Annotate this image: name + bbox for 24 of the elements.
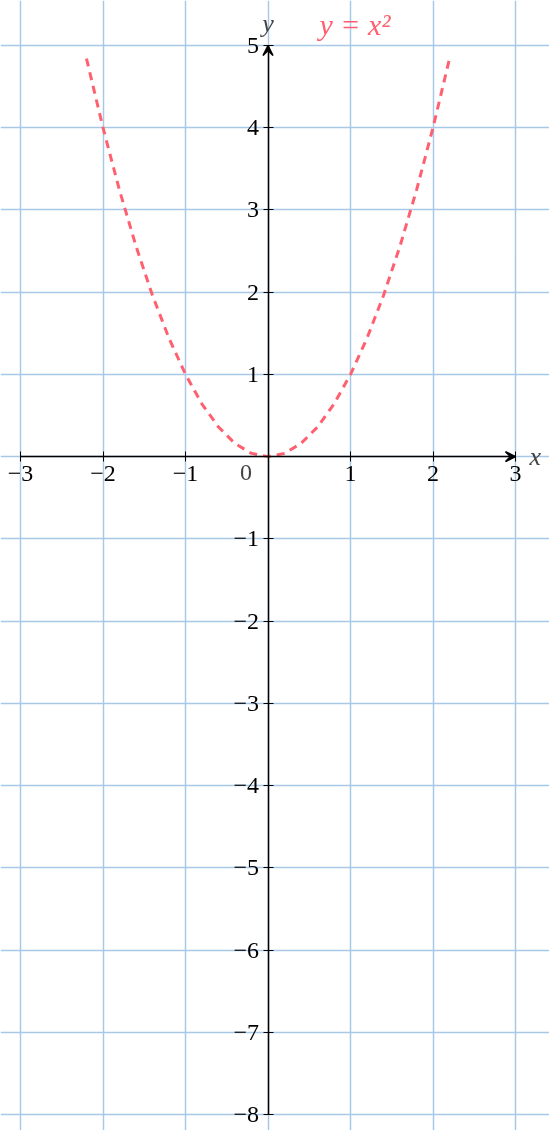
x-tick-label: 3 (509, 459, 522, 486)
text: y = x² (316, 7, 392, 41)
y-tick-label: 1 (247, 360, 259, 387)
y-tick-label: −1 (233, 525, 260, 552)
y-tick-label: 5 (247, 32, 259, 58)
x-tick-label: −3 (7, 459, 34, 486)
annotation: 0 (240, 458, 252, 485)
y-tick-label: −2 (233, 607, 260, 634)
y-tick-label: 2 (247, 278, 259, 305)
x-tick-label: 2 (427, 459, 439, 486)
y-axis-title: y (259, 8, 275, 38)
y-tick-label: 3 (247, 196, 259, 223)
y-tick-label: −3 (233, 689, 260, 716)
x-tick-label: −1 (172, 459, 199, 486)
x-tick-label: −2 (90, 459, 116, 486)
x-tick-label: 1 (344, 459, 357, 486)
y-tick-label: −5 (233, 854, 260, 881)
y-tick-label: −7 (233, 1018, 260, 1045)
line-series (85, 57, 451, 459)
y-tick-label: −6 (233, 936, 260, 963)
y-tick-label: 4 (247, 114, 259, 141)
y-tick-label: −8 (233, 1101, 260, 1127)
y-tick-label: −4 (233, 772, 260, 799)
x-axis-title: x (528, 442, 542, 472)
